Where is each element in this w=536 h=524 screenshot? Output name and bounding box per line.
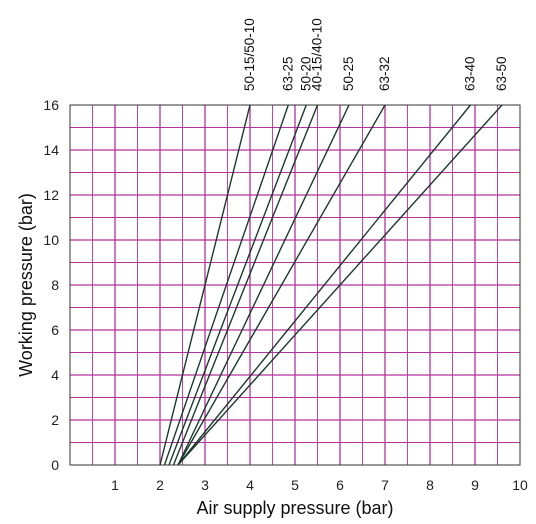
series-label: 50-20 <box>298 56 313 91</box>
series-label: 63-50 <box>494 56 509 91</box>
x-tick-label: 7 <box>381 477 389 493</box>
y-tick-label: 0 <box>51 457 59 473</box>
series-label: 63-40 <box>463 56 478 91</box>
y-axis-title: Working pressure (bar) <box>16 193 36 377</box>
x-tick-label: 1 <box>111 477 119 493</box>
x-tick-labels: 1 2 3 4 5 6 7 8 9 10 <box>111 477 528 493</box>
series-line <box>177 104 386 466</box>
y-tick-label: 4 <box>51 367 59 383</box>
series-label: 40-15/40-10 <box>310 18 325 91</box>
x-tick-label: 4 <box>246 477 254 493</box>
x-tick-label: 8 <box>426 477 434 493</box>
series-label: 63-25 <box>280 56 295 91</box>
series-line <box>177 104 503 466</box>
series-line <box>172 104 319 466</box>
series-line <box>163 104 289 466</box>
x-tick-label: 2 <box>156 477 164 493</box>
series-line <box>177 104 350 466</box>
y-tick-label: 14 <box>43 142 59 158</box>
series-line <box>159 104 251 466</box>
y-tick-labels: 0 2 4 6 8 10 12 14 16 <box>43 97 59 473</box>
y-tick-label: 12 <box>43 187 59 203</box>
y-tick-label: 2 <box>51 412 59 428</box>
series-line <box>168 104 307 466</box>
y-tick-label: 6 <box>51 322 59 338</box>
y-tick-label: 8 <box>51 277 59 293</box>
series-line <box>177 104 472 466</box>
series-label: 50-25 <box>341 56 356 91</box>
plot-frame <box>69 104 521 466</box>
series-label: 63-32 <box>377 56 392 91</box>
x-tick-label: 6 <box>336 477 344 493</box>
y-tick-label: 16 <box>43 97 59 113</box>
y-tick-label: 10 <box>43 232 59 248</box>
x-tick-label: 3 <box>201 477 209 493</box>
x-tick-label: 10 <box>512 477 528 493</box>
x-tick-label: 5 <box>291 477 299 493</box>
x-tick-label: 9 <box>471 477 479 493</box>
x-axis-title: Air supply pressure (bar) <box>196 498 393 518</box>
series-lines <box>159 104 503 466</box>
series-label: 50-15/50-10 <box>242 18 257 91</box>
